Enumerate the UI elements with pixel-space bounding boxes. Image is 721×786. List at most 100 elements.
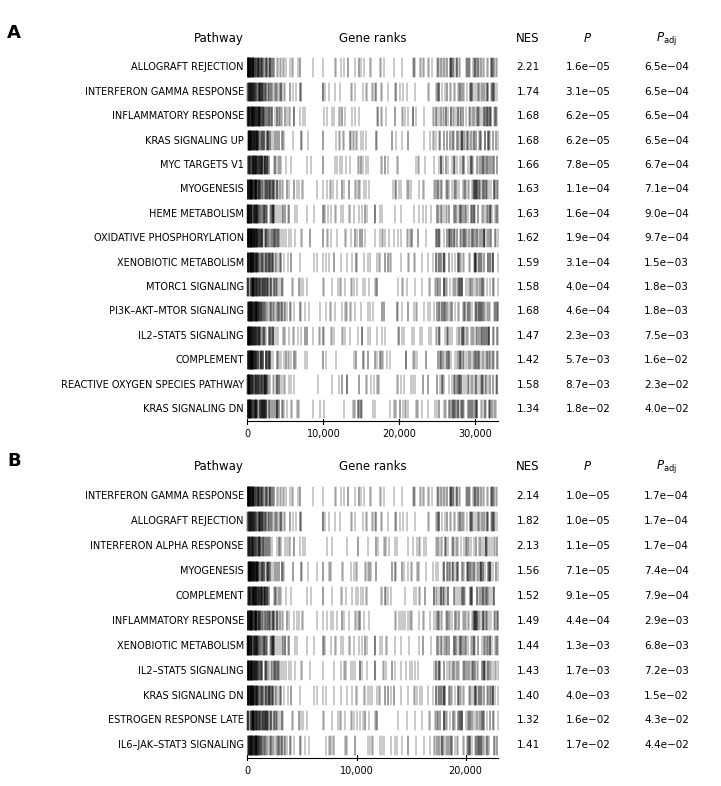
Text: 2.14: 2.14 <box>516 491 539 501</box>
Text: 1.58: 1.58 <box>516 282 539 292</box>
Text: 1.7e−04: 1.7e−04 <box>644 491 689 501</box>
Text: 1.82: 1.82 <box>516 516 539 527</box>
Text: 1.6e−05: 1.6e−05 <box>565 62 611 72</box>
Text: Pathway: Pathway <box>194 460 244 473</box>
Text: 3.1e−04: 3.1e−04 <box>565 258 611 267</box>
Text: INTERFERON GAMMA RESPONSE: INTERFERON GAMMA RESPONSE <box>85 87 244 97</box>
Text: 6.2e−05: 6.2e−05 <box>565 112 611 121</box>
Text: 1.56: 1.56 <box>516 566 539 576</box>
Text: 1.66: 1.66 <box>516 160 539 170</box>
Text: 1.5e−03: 1.5e−03 <box>644 258 689 267</box>
Text: MTORC1 SIGNALING: MTORC1 SIGNALING <box>146 282 244 292</box>
Text: IL2–STAT5 SIGNALING: IL2–STAT5 SIGNALING <box>138 331 244 341</box>
Text: 1.52: 1.52 <box>516 591 539 601</box>
Text: 1.44: 1.44 <box>516 641 539 651</box>
Text: 1.74: 1.74 <box>516 87 539 97</box>
Text: 7.5e−03: 7.5e−03 <box>644 331 689 341</box>
Text: 2.13: 2.13 <box>516 542 539 551</box>
Text: $\mathit{P}_{\mathrm{adj}}$: $\mathit{P}_{\mathrm{adj}}$ <box>656 30 677 46</box>
Text: INTERFERON ALPHA RESPONSE: INTERFERON ALPHA RESPONSE <box>90 542 244 551</box>
Text: 30,000: 30,000 <box>459 429 492 439</box>
Text: XENOBIOTIC METABOLISM: XENOBIOTIC METABOLISM <box>117 258 244 267</box>
Text: ALLOGRAFT REJECTION: ALLOGRAFT REJECTION <box>131 516 244 527</box>
Text: 9.7e−04: 9.7e−04 <box>644 233 689 243</box>
Text: A: A <box>7 24 21 42</box>
Text: 10,000: 10,000 <box>340 766 373 776</box>
Text: 5.7e−03: 5.7e−03 <box>565 355 611 365</box>
Text: 6.5e−04: 6.5e−04 <box>644 112 689 121</box>
Text: 4.0e−02: 4.0e−02 <box>644 404 689 414</box>
Text: 9.1e−05: 9.1e−05 <box>565 591 611 601</box>
Text: 6.2e−05: 6.2e−05 <box>565 136 611 145</box>
Text: 1.1e−04: 1.1e−04 <box>565 185 611 194</box>
Text: 7.2e−03: 7.2e−03 <box>644 666 689 676</box>
Text: 6.8e−03: 6.8e−03 <box>644 641 689 651</box>
Text: HEME METABOLISM: HEME METABOLISM <box>149 209 244 219</box>
Text: KRAS SIGNALING UP: KRAS SIGNALING UP <box>145 136 244 145</box>
Text: 2.3e−02: 2.3e−02 <box>644 380 689 390</box>
Text: $\mathit{P}_{\mathrm{adj}}$: $\mathit{P}_{\mathrm{adj}}$ <box>656 458 677 475</box>
Text: 1.63: 1.63 <box>516 209 539 219</box>
Text: 1.0e−05: 1.0e−05 <box>566 491 611 501</box>
Text: 1.34: 1.34 <box>516 404 539 414</box>
Text: 7.1e−04: 7.1e−04 <box>644 185 689 194</box>
Text: 1.6e−02: 1.6e−02 <box>565 715 611 725</box>
Text: COMPLEMENT: COMPLEMENT <box>175 355 244 365</box>
Text: 1.6e−04: 1.6e−04 <box>565 209 611 219</box>
Text: 9.0e−04: 9.0e−04 <box>644 209 689 219</box>
Text: 1.8e−03: 1.8e−03 <box>644 307 689 317</box>
Text: 10,000: 10,000 <box>306 429 340 439</box>
Text: MYOGENESIS: MYOGENESIS <box>180 185 244 194</box>
Text: XENOBIOTIC METABOLISM: XENOBIOTIC METABOLISM <box>117 641 244 651</box>
Text: 1.59: 1.59 <box>516 258 539 267</box>
Text: INTERFERON GAMMA RESPONSE: INTERFERON GAMMA RESPONSE <box>85 491 244 501</box>
Text: 8.7e−03: 8.7e−03 <box>565 380 611 390</box>
Text: 20,000: 20,000 <box>383 429 417 439</box>
Text: 1.68: 1.68 <box>516 307 539 317</box>
Text: REACTIVE OXYGEN SPECIES PATHWAY: REACTIVE OXYGEN SPECIES PATHWAY <box>61 380 244 390</box>
Text: 1.7e−04: 1.7e−04 <box>644 516 689 527</box>
Text: $\mathit{P}$: $\mathit{P}$ <box>583 460 593 473</box>
Text: 1.41: 1.41 <box>516 740 539 751</box>
Text: 1.3e−03: 1.3e−03 <box>565 641 611 651</box>
Text: 1.7e−04: 1.7e−04 <box>644 542 689 551</box>
Text: 7.8e−05: 7.8e−05 <box>565 160 611 170</box>
Text: 1.6e−02: 1.6e−02 <box>644 355 689 365</box>
Text: 1.8e−03: 1.8e−03 <box>644 282 689 292</box>
Text: 1.58: 1.58 <box>516 380 539 390</box>
Text: 6.5e−04: 6.5e−04 <box>644 136 689 145</box>
Text: 1.7e−03: 1.7e−03 <box>565 666 611 676</box>
Text: $\mathit{P}$: $\mathit{P}$ <box>583 31 593 45</box>
Text: NES: NES <box>516 460 540 473</box>
Text: IL2–STAT5 SIGNALING: IL2–STAT5 SIGNALING <box>138 666 244 676</box>
Text: 1.8e−02: 1.8e−02 <box>565 404 611 414</box>
Text: OXIDATIVE PHOSPHORYLATION: OXIDATIVE PHOSPHORYLATION <box>94 233 244 243</box>
Text: 1.68: 1.68 <box>516 112 539 121</box>
Text: 0: 0 <box>244 766 250 776</box>
Text: 20,000: 20,000 <box>448 766 482 776</box>
Text: INFLAMMATORY RESPONSE: INFLAMMATORY RESPONSE <box>112 112 244 121</box>
Text: 1.68: 1.68 <box>516 136 539 145</box>
Text: MYOGENESIS: MYOGENESIS <box>180 566 244 576</box>
Text: 4.6e−04: 4.6e−04 <box>565 307 611 317</box>
Text: COMPLEMENT: COMPLEMENT <box>175 591 244 601</box>
Text: 4.3e−02: 4.3e−02 <box>644 715 689 725</box>
Text: 6.5e−04: 6.5e−04 <box>644 62 689 72</box>
Text: 2.3e−03: 2.3e−03 <box>565 331 611 341</box>
Text: PI3K–AKT–MTOR SIGNALING: PI3K–AKT–MTOR SIGNALING <box>109 307 244 317</box>
Text: Pathway: Pathway <box>194 31 244 45</box>
Text: 1.49: 1.49 <box>516 616 539 626</box>
Text: 7.1e−05: 7.1e−05 <box>565 566 611 576</box>
Text: 1.42: 1.42 <box>516 355 539 365</box>
Text: 1.40: 1.40 <box>516 691 539 700</box>
Text: 1.7e−02: 1.7e−02 <box>565 740 611 751</box>
Text: 1.1e−05: 1.1e−05 <box>565 542 611 551</box>
Text: 4.4e−02: 4.4e−02 <box>644 740 689 751</box>
Text: KRAS SIGNALING DN: KRAS SIGNALING DN <box>143 404 244 414</box>
Text: 4.4e−04: 4.4e−04 <box>565 616 611 626</box>
Text: 1.32: 1.32 <box>516 715 539 725</box>
Text: B: B <box>7 452 21 469</box>
Text: 4.0e−03: 4.0e−03 <box>566 691 611 700</box>
Text: IL6–JAK–STAT3 SIGNALING: IL6–JAK–STAT3 SIGNALING <box>118 740 244 751</box>
Text: 2.21: 2.21 <box>516 62 539 72</box>
